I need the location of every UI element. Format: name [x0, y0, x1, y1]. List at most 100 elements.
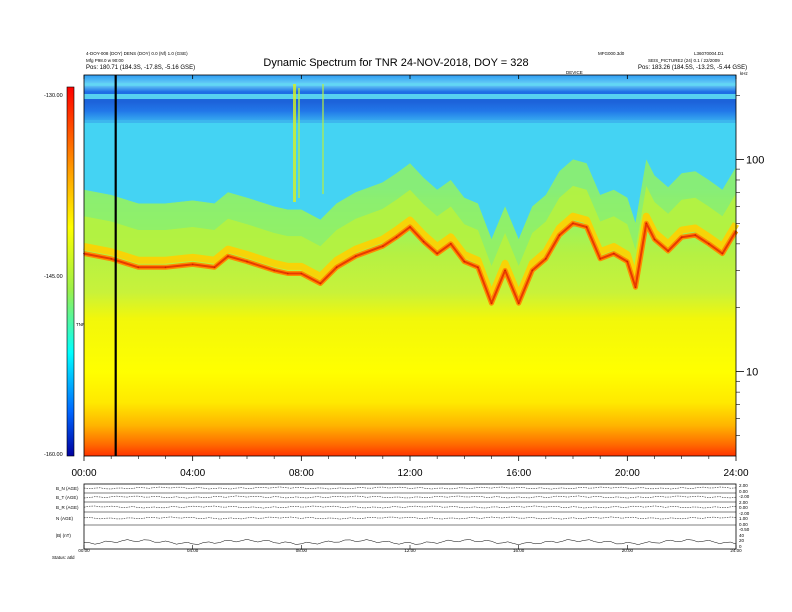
- status-label: Status: atld: [52, 555, 75, 560]
- bottom-x-tick-label: 24:00: [730, 548, 742, 553]
- bottom-x-tick-label: 08:00: [296, 548, 308, 553]
- bottom-right-label: 0.00: [739, 521, 748, 527]
- bottom-trace: [83, 539, 737, 545]
- bottom-row-label: |B| (nT): [56, 533, 71, 538]
- header-info-right-1: L36070004.D1: [694, 51, 724, 56]
- interference-streak: [293, 84, 296, 202]
- plasma-line-point: [490, 302, 493, 305]
- high-frequency-stripe: [84, 94, 736, 99]
- plasma-line-point: [436, 252, 439, 255]
- y-tick-label: 100: [746, 154, 764, 166]
- chart-title: Dynamic Spectrum for TNR 24-NOV-2018, DO…: [263, 57, 529, 69]
- right-unit-label: kHz: [740, 71, 748, 76]
- bottom-right-label: 0.00: [739, 488, 748, 494]
- interference-streak: [322, 84, 324, 194]
- bottom-x-axis-ticks: 00:00 04:00 08:00 12:00 16:00 20:00 24:00: [78, 545, 742, 553]
- bottom-right-label: -0.50: [739, 527, 750, 532]
- bottom-right-label: -2.00: [739, 494, 750, 499]
- plasma-line-point: [300, 272, 303, 275]
- plasma-line-point: [213, 266, 216, 269]
- bottom-row-label: B_R (AGE): [56, 505, 79, 510]
- colorbar-top-label: -130.00: [44, 93, 63, 99]
- colorbar-bottom-label: -160.00: [44, 452, 63, 458]
- bottom-right-label: -2.00: [739, 510, 750, 516]
- plasma-line-point: [545, 258, 547, 260]
- plasma-line-point: [572, 222, 574, 225]
- bottom-trace: [83, 505, 737, 509]
- bottom-row-label: N (AGE): [56, 516, 74, 521]
- bottom-right-label: 0: [739, 543, 742, 549]
- bottom-right-label: 0.00: [739, 505, 748, 510]
- x-tick-label: 04:00: [180, 468, 205, 479]
- bottom-right-label: 2.00: [739, 483, 748, 488]
- center-marker-label: DEVICE: [566, 70, 583, 75]
- bottom-x-tick-label: 00:00: [78, 548, 90, 553]
- plasma-line-point: [137, 266, 140, 269]
- plasma-line-point: [382, 245, 384, 247]
- bottom-right-label: 40: [739, 532, 745, 538]
- plasma-line-point: [667, 250, 669, 252]
- interference-streak: [298, 88, 300, 198]
- plasma-line-point: [613, 252, 615, 255]
- plasma-line-point: [450, 243, 452, 245]
- upper-cyan-region: [84, 123, 736, 240]
- plasma-line-point: [653, 238, 656, 241]
- header-info-left-1: 4-DOY-008 (DOY) DENS (DOY) 0.0 (Nf) 1.0 …: [86, 51, 188, 56]
- plasma-line-point: [721, 252, 724, 255]
- plasma-line-point: [477, 266, 479, 269]
- header-info-right-2: SEIS_PICTURE2 (24) 0.1 / 22/2009: [648, 58, 720, 63]
- plasma-line-point: [531, 269, 534, 272]
- plasma-line-point: [191, 263, 194, 266]
- bottom-row-label: B_T (AGE): [56, 495, 78, 500]
- plasma-line-point: [680, 236, 683, 238]
- plasma-line-point: [626, 260, 629, 263]
- y-tick-label: 10: [746, 367, 758, 379]
- plasma-line-core: [83, 222, 737, 305]
- bottom-x-tick-label: 16:00: [513, 548, 525, 553]
- plasma-line-point: [395, 236, 398, 238]
- plasma-line-point: [287, 272, 289, 275]
- plasma-line-point: [585, 226, 588, 228]
- bottom-trace: [83, 516, 737, 520]
- plasma-line-point: [319, 282, 322, 285]
- plasma-line-point: [246, 260, 248, 263]
- header-info-left-2: Mfg P98.0 w 90:00: [86, 58, 124, 63]
- colorbar: [66, 86, 75, 457]
- plasma-line-point: [110, 258, 112, 260]
- bottom-right-label: 2.00: [739, 499, 748, 505]
- y-axis-ticks: 100 10: [736, 95, 764, 436]
- bottom-x-tick-label: 04:00: [187, 548, 199, 553]
- plasma-line-point: [504, 269, 506, 272]
- bottom-panel-traces: [83, 486, 737, 545]
- plasma-line-point: [634, 286, 637, 289]
- header-info-mid-right: MFG000.3d0: [598, 51, 625, 56]
- header-info-right-3: Pos: 183.26 (184.5S, -13.2S, -5.44 GSE): [638, 65, 748, 71]
- x-tick-label: 08:00: [289, 468, 314, 479]
- bottom-trace: [83, 495, 737, 499]
- x-tick-label: 20:00: [615, 468, 640, 479]
- x-tick-label: 16:00: [506, 468, 531, 479]
- plasma-line-point: [422, 240, 425, 243]
- plasma-line-point: [273, 269, 276, 272]
- x-tick-label: 00:00: [71, 468, 96, 479]
- high-frequency-stripe-upper: [84, 83, 736, 86]
- colorbar-unit-label: TNR: [76, 322, 86, 327]
- plasma-line-point: [708, 243, 710, 245]
- plasma-line-point: [335, 266, 338, 269]
- bottom-x-tick-label: 12:00: [404, 548, 416, 553]
- plasma-line-point: [694, 234, 697, 236]
- colorbar-mid-label: -145.00: [44, 274, 63, 280]
- bottom-panel-frame: [83, 483, 737, 550]
- plasma-line-point: [227, 255, 229, 257]
- bottom-trace: [83, 486, 737, 490]
- plasma-line-point: [645, 222, 648, 225]
- x-tick-label: 12:00: [397, 468, 422, 479]
- bottom-x-tick-label: 20:00: [622, 548, 634, 553]
- plasma-line-point: [409, 226, 411, 228]
- bottom-right-label: 1.00: [739, 516, 748, 521]
- bottom-right-label: 20: [739, 538, 745, 543]
- x-tick-label: 24:00: [723, 468, 748, 479]
- plasma-line-halo: [83, 212, 739, 300]
- plasma-line-point: [354, 255, 357, 257]
